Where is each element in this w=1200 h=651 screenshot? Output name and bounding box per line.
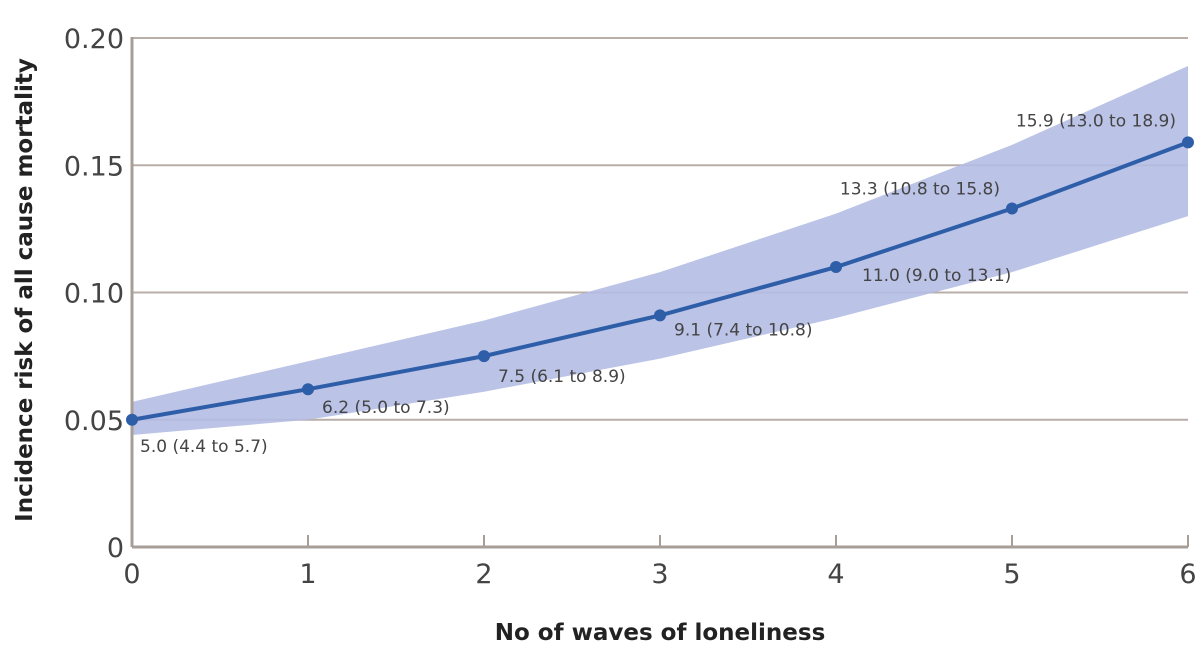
x-tick-label: 3: [651, 559, 668, 590]
data-point: [1182, 136, 1194, 149]
x-tick-label: 1: [299, 559, 316, 590]
data-point: [126, 413, 138, 426]
gridlines: [132, 37, 1188, 421]
x-tick-label: 2: [475, 559, 492, 590]
data-points: [126, 136, 1194, 426]
y-tick-label: 0.05: [64, 406, 124, 437]
x-axis-title: No of waves of loneliness: [495, 620, 826, 646]
data-label: 6.2 (5.0 to 7.3): [322, 398, 450, 418]
data-point: [654, 309, 666, 322]
x-tick-label: 0: [123, 559, 140, 590]
data-point: [302, 383, 314, 396]
data-point: [478, 350, 490, 363]
data-label: 15.9 (13.0 to 18.9): [1016, 111, 1176, 131]
y-tick-label: 0: [107, 533, 124, 564]
y-tick-label: 0.10: [64, 279, 124, 310]
data-label: 11.0 (9.0 to 13.1): [862, 266, 1011, 286]
data-label: 7.5 (6.1 to 8.9): [498, 367, 626, 387]
tick-labels: 0 0.05 0.10 0.15 0.20 0 1 2 3 4 5 6: [64, 24, 1197, 590]
x-tick-label: 6: [1179, 559, 1196, 590]
confidence-band: [132, 65, 1188, 436]
axes: [130, 37, 1189, 549]
data-label: 9.1 (7.4 to 10.8): [674, 320, 812, 340]
y-tick-label: 0.15: [64, 151, 124, 182]
x-tick-label: 5: [1003, 559, 1020, 590]
data-label: 13.3 (10.8 to 15.8): [840, 180, 1000, 200]
data-labels: 5.0 (4.4 to 5.7) 6.2 (5.0 to 7.3) 7.5 (6.1…: [140, 111, 1176, 456]
data-label: 5.0 (4.4 to 5.7): [140, 437, 268, 457]
y-tick-label: 0.20: [64, 24, 124, 55]
x-tick-label: 4: [827, 559, 844, 590]
data-point: [1006, 202, 1018, 215]
data-point: [830, 261, 842, 274]
y-axis-title: Incidence risk of all cause mortality: [12, 58, 38, 522]
